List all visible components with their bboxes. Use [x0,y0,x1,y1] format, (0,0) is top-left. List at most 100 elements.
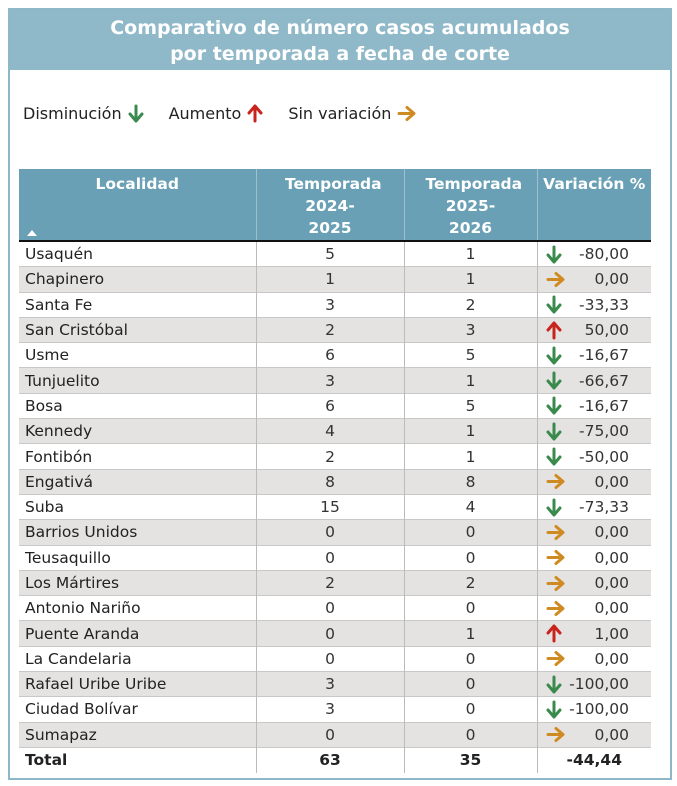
localidad-cell: Suba [25,498,64,517]
localidad-cell: Chapinero [25,270,105,289]
temporada-2025-2026-cell: 2 [403,292,537,318]
variacion-cell: -100,00 [536,671,651,697]
temporada-2024-2025-cell: 8 [255,469,404,495]
temporada-2024-2025-cell: 3 [255,292,404,318]
localidad-cell: Los Mártires [25,574,120,592]
table-row[interactable]: Sumapaz 0 0 0,00 [19,722,651,748]
legend-item: Aumento [169,104,267,123]
variacion-cell: -73,33 [536,494,651,520]
table-row[interactable]: Antonio Nariño 0 0 0,00 [19,595,651,621]
arrow-down-icon [546,700,561,719]
temporada-2024-2025-cell: 6 [255,393,404,419]
temporada-2025-2026-cell: 5 [403,393,537,419]
table-row[interactable]: Kennedy 4 1 -75,00 [19,418,651,444]
arrow-right-icon [546,651,564,667]
temporada-2025-2026-cell: 3 [403,317,537,343]
arrow-down-icon [546,447,561,466]
arrow-down-icon [546,245,561,264]
variacion-cell: 0,00 [536,266,651,293]
total-label: Total [25,751,68,770]
table-row[interactable]: Fontibón 2 1 -50,00 [19,443,651,470]
variacion-cell: 0,00 [536,722,651,748]
table-row[interactable]: Engativá 8 8 0,00 [19,469,651,495]
variacion-cell: -80,00 [536,241,651,267]
localidad-cell: Barrios Unidos [25,523,138,542]
temporada-2024-2025-cell: 3 [255,696,404,723]
table-row[interactable]: Ciudad Bolívar 3 0 -100,00 [19,696,651,723]
table-row[interactable]: Barrios Unidos 0 0 0,00 [19,519,651,546]
temporada-2025-2026-cell: 0 [403,519,537,546]
arrow-right-icon [546,600,564,616]
total-row: Total 63 35 -44,44 [19,747,651,773]
total-variacion: -44,44 [536,747,651,773]
localidad-cell: Tunjuelito [25,371,100,390]
column-header-2025-2026[interactable]: Temporada 2025-2026 [403,169,537,241]
arrow-right-icon [546,524,564,540]
variacion-cell: 0,00 [536,469,651,495]
table-row[interactable]: La Candelaria 0 0 0,00 [19,646,651,672]
variacion-cell: -16,67 [536,342,651,368]
localidad-cell: Usme [25,346,70,365]
temporada-2024-2025-cell: 0 [255,722,404,748]
arrow-right-icon [546,271,564,287]
table-row[interactable]: San Cristóbal 2 3 50,00 [19,317,651,343]
variacion-cell: 0,00 [536,545,651,571]
temporada-2025-2026-cell: 0 [403,696,537,723]
arrow-right-icon [546,550,564,566]
arrow-right-icon [546,575,564,591]
arrow-down-icon [546,422,561,441]
column-header-localidad[interactable]: Localidad [19,169,256,241]
temporada-2024-2025-cell: 1 [255,266,404,293]
localidad-cell: Engativá [25,472,94,491]
table-row[interactable]: Chapinero 1 1 0,00 [19,266,651,293]
table-row[interactable]: Suba 15 4 -73,33 [19,494,651,520]
localidad-cell: Sumapaz [25,725,97,744]
temporada-2024-2025-cell: 3 [255,367,404,394]
temporada-2024-2025-cell: 2 [255,317,404,343]
table-row[interactable]: Santa Fe 3 2 -33,33 [19,292,651,318]
variacion-cell: -75,00 [536,418,651,444]
temporada-2024-2025-cell: 6 [255,342,404,368]
temporada-2024-2025-cell: 3 [255,671,404,697]
localidad-cell: Puente Aranda [25,624,140,643]
arrow-down-icon [546,295,561,314]
variacion-cell: 0,00 [536,570,651,596]
temporada-2024-2025-cell: 4 [255,418,404,444]
total-2024-2025: 63 [255,747,404,773]
arrow-up-icon [546,624,561,643]
sort-ascending-icon[interactable] [27,230,37,236]
variacion-cell: -33,33 [536,292,651,318]
localidad-cell: San Cristóbal [25,321,128,340]
localidad-cell: Fontibón [25,447,93,466]
table-row[interactable]: Bosa 6 5 -16,67 [19,393,651,419]
arrow-down-icon [128,104,144,123]
temporada-2025-2026-cell: 0 [403,671,537,697]
arrow-up-icon [546,321,561,340]
column-header-2024-2025[interactable]: Temporada 2024-2025 [255,169,404,241]
temporada-2024-2025-cell: 0 [255,620,404,647]
table-row[interactable]: Puente Aranda 0 1 1,00 [19,620,651,647]
arrow-down-icon [546,498,561,517]
temporada-2024-2025-cell: 0 [255,646,404,672]
report-title: Comparativo de número casos acumulados p… [10,10,670,70]
table-row[interactable]: Usme 6 5 -16,67 [19,342,651,368]
legend-item: Disminución [23,104,147,123]
temporada-2025-2026-cell: 8 [403,469,537,495]
temporada-2024-2025-cell: 5 [255,241,404,267]
table-row[interactable]: Teusaquillo 0 0 0,00 [19,545,651,571]
table-row[interactable]: Rafael Uribe Uribe 3 0 -100,00 [19,671,651,697]
table-row[interactable]: Tunjuelito 3 1 -66,67 [19,367,651,394]
table-row[interactable]: Los Mártires 2 2 0,00 [19,570,651,596]
variacion-cell: -100,00 [536,696,651,723]
temporada-2024-2025-cell: 2 [255,570,404,596]
localidad-cell: Kennedy [25,422,93,441]
temporada-2025-2026-cell: 1 [403,620,537,647]
temporada-2025-2026-cell: 4 [403,494,537,520]
column-header-variacion[interactable]: Variación % [536,169,651,241]
localidad-cell: Bosa [25,396,63,415]
temporada-2025-2026-cell: 1 [403,443,537,470]
arrow-right-icon [397,106,416,121]
variacion-cell: -16,67 [536,393,651,419]
variacion-cell: -66,67 [536,367,651,394]
table-row[interactable]: Usaquén 5 1 -80,00 [19,241,651,267]
